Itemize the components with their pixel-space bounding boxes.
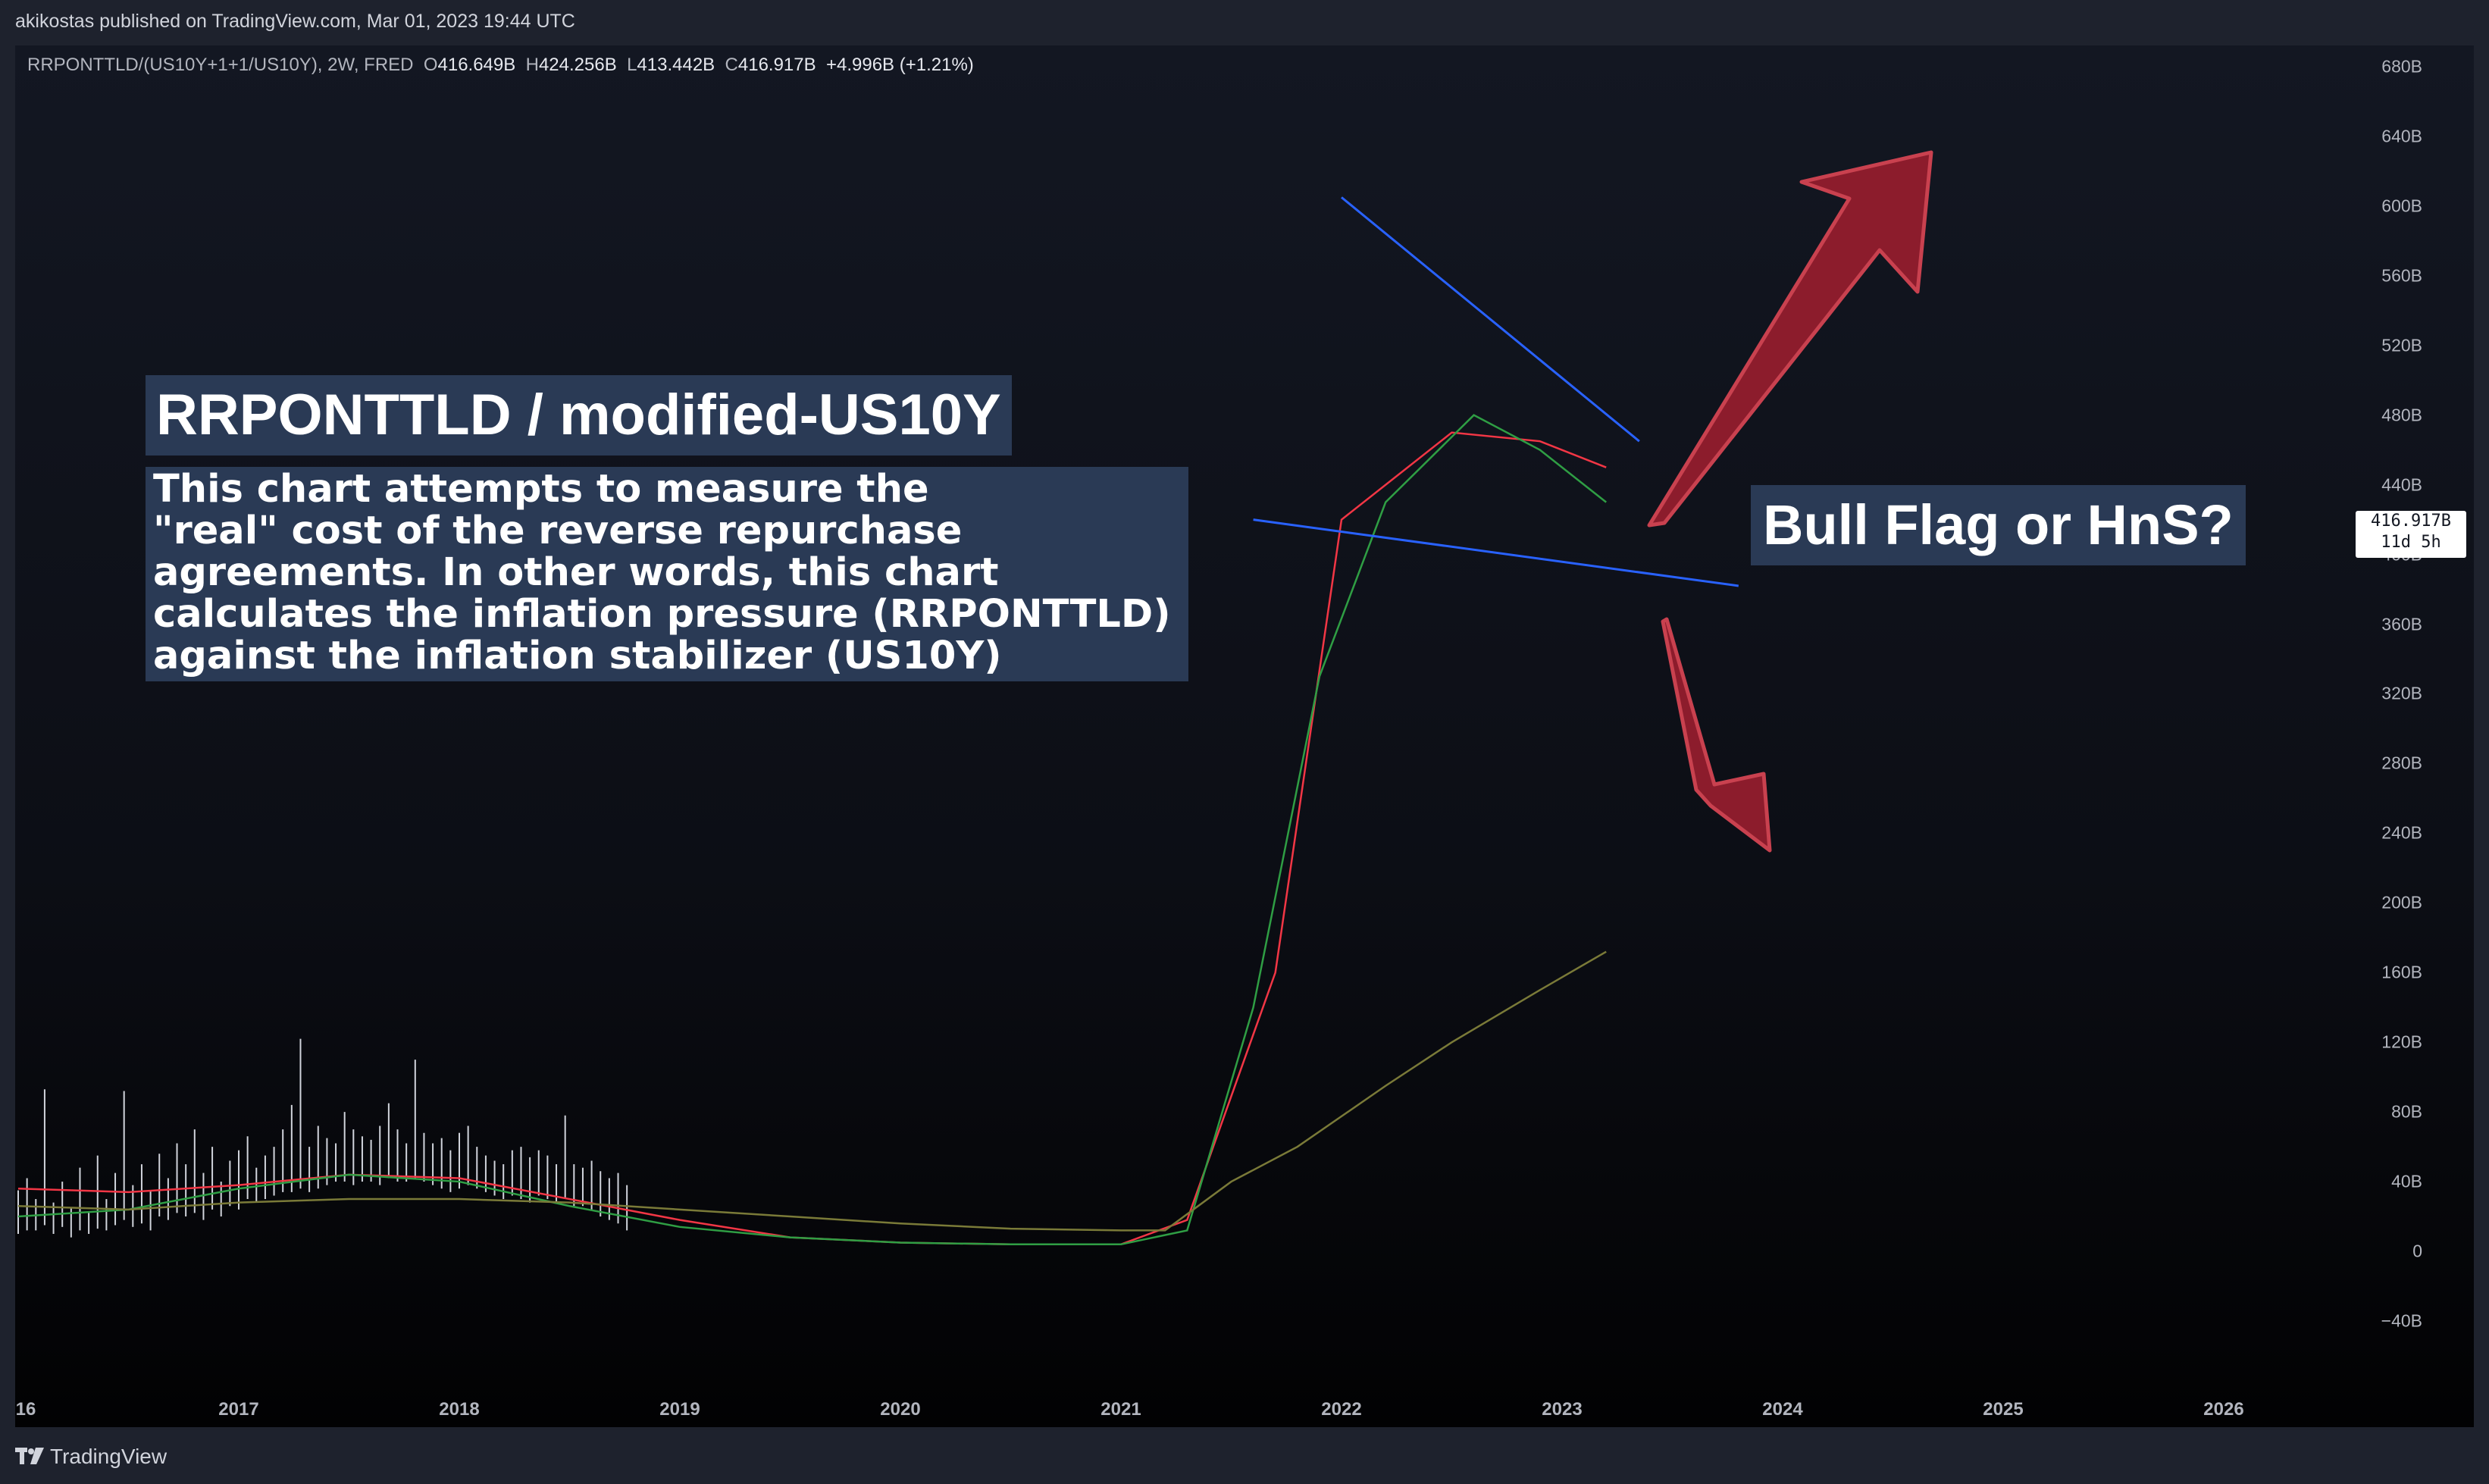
y-tick-label: 680B xyxy=(2381,56,2422,77)
y-tick-label: 40B xyxy=(2391,1171,2422,1191)
chart-area[interactable] xyxy=(15,45,2474,1427)
x-tick-label: 16 xyxy=(15,1399,36,1420)
tradingview-logo-icon[interactable] xyxy=(15,1446,45,1466)
description-line: This chart attempts to measure the xyxy=(153,467,929,512)
y-tick-label: 480B xyxy=(2381,405,2422,425)
y-tick-label: 520B xyxy=(2381,335,2422,355)
description-line: agreements. In other words, this chart xyxy=(153,550,999,595)
y-tick-label: 600B xyxy=(2381,196,2422,216)
description-line: "real" cost of the reverse repurchase xyxy=(153,509,963,553)
x-tick-label: 2018 xyxy=(439,1399,480,1420)
trendline[interactable] xyxy=(1341,196,1640,443)
last-price-value: 416.917B xyxy=(2371,512,2451,531)
pattern-question-callout[interactable]: Bull Flag or HnS? xyxy=(1751,485,2246,565)
y-tick-label: 200B xyxy=(2381,892,2422,913)
chart-title-callout[interactable]: RRPONTTLD / modified-US10Y xyxy=(146,375,1012,456)
last-price-badge: 416.917B 11d 5h xyxy=(2356,511,2466,558)
footer-bar xyxy=(0,1427,2489,1484)
arrows xyxy=(1647,150,1933,853)
moving-average-line xyxy=(17,414,1607,1246)
x-tick-label: 2025 xyxy=(1983,1399,2024,1420)
y-tick-label: 440B xyxy=(2381,474,2422,495)
publisher-line: akikostas published on TradingView.com, … xyxy=(15,11,575,32)
trendlines xyxy=(1253,196,1739,587)
trendline[interactable] xyxy=(1253,518,1739,587)
up-arrow-icon xyxy=(1647,150,1933,528)
close-value: 416.917B xyxy=(737,55,816,75)
description-line: calculates the inflation pressure (RRPON… xyxy=(153,592,1171,637)
y-tick-label: 80B xyxy=(2391,1101,2422,1122)
y-tick-label: 320B xyxy=(2381,683,2422,703)
high-value: 424.256B xyxy=(538,55,617,75)
y-tick-label: 160B xyxy=(2381,962,2422,982)
description-callout[interactable]: This chart attempts to measure the "real… xyxy=(146,467,1188,681)
y-tick-label: 240B xyxy=(2381,822,2422,843)
open-label: O xyxy=(423,55,438,75)
low-label: L xyxy=(627,55,637,75)
x-tick-label: 2017 xyxy=(218,1399,259,1420)
x-tick-label: 2026 xyxy=(2203,1399,2244,1420)
x-tick-label: 2021 xyxy=(1100,1399,1141,1420)
y-tick-label: −40B xyxy=(2381,1310,2422,1331)
y-tick-label: 360B xyxy=(2381,614,2422,634)
x-tick-label: 2020 xyxy=(880,1399,921,1420)
high-label: H xyxy=(525,55,539,75)
description-line: against the inflation stabilizer (US10Y) xyxy=(153,634,1002,678)
moving-averages xyxy=(17,414,1607,1246)
x-tick-label: 2024 xyxy=(1762,1399,1803,1420)
open-value: 416.649B xyxy=(437,55,516,75)
close-label: C xyxy=(725,55,738,75)
moving-average-line xyxy=(17,950,1607,1232)
symbol-legend: RRPONTTLD/(US10Y+1+1/US10Y), 2W, FRED O4… xyxy=(27,55,974,76)
low-value: 413.442B xyxy=(637,55,715,75)
y-tick-label: 120B xyxy=(2381,1032,2422,1052)
top-bar xyxy=(0,0,2489,45)
change-value: +4.996B (+1.21%) xyxy=(825,55,974,75)
y-tick-label: 0 xyxy=(2412,1241,2422,1261)
down-arrow-icon xyxy=(1661,617,1772,853)
x-tick-label: 2022 xyxy=(1321,1399,1362,1420)
bar-countdown: 11d 5h xyxy=(2381,533,2441,552)
y-tick-label: 560B xyxy=(2381,265,2422,286)
symbol-name: RRPONTTLD/(US10Y+1+1/US10Y), 2W, FRED xyxy=(27,55,414,75)
x-tick-label: 2023 xyxy=(1542,1399,1583,1420)
x-tick-label: 2019 xyxy=(659,1399,700,1420)
tradingview-brand[interactable]: TradingView xyxy=(50,1445,167,1468)
price-bars xyxy=(17,1038,628,1238)
y-tick-label: 640B xyxy=(2381,126,2422,146)
y-tick-label: 280B xyxy=(2381,753,2422,773)
